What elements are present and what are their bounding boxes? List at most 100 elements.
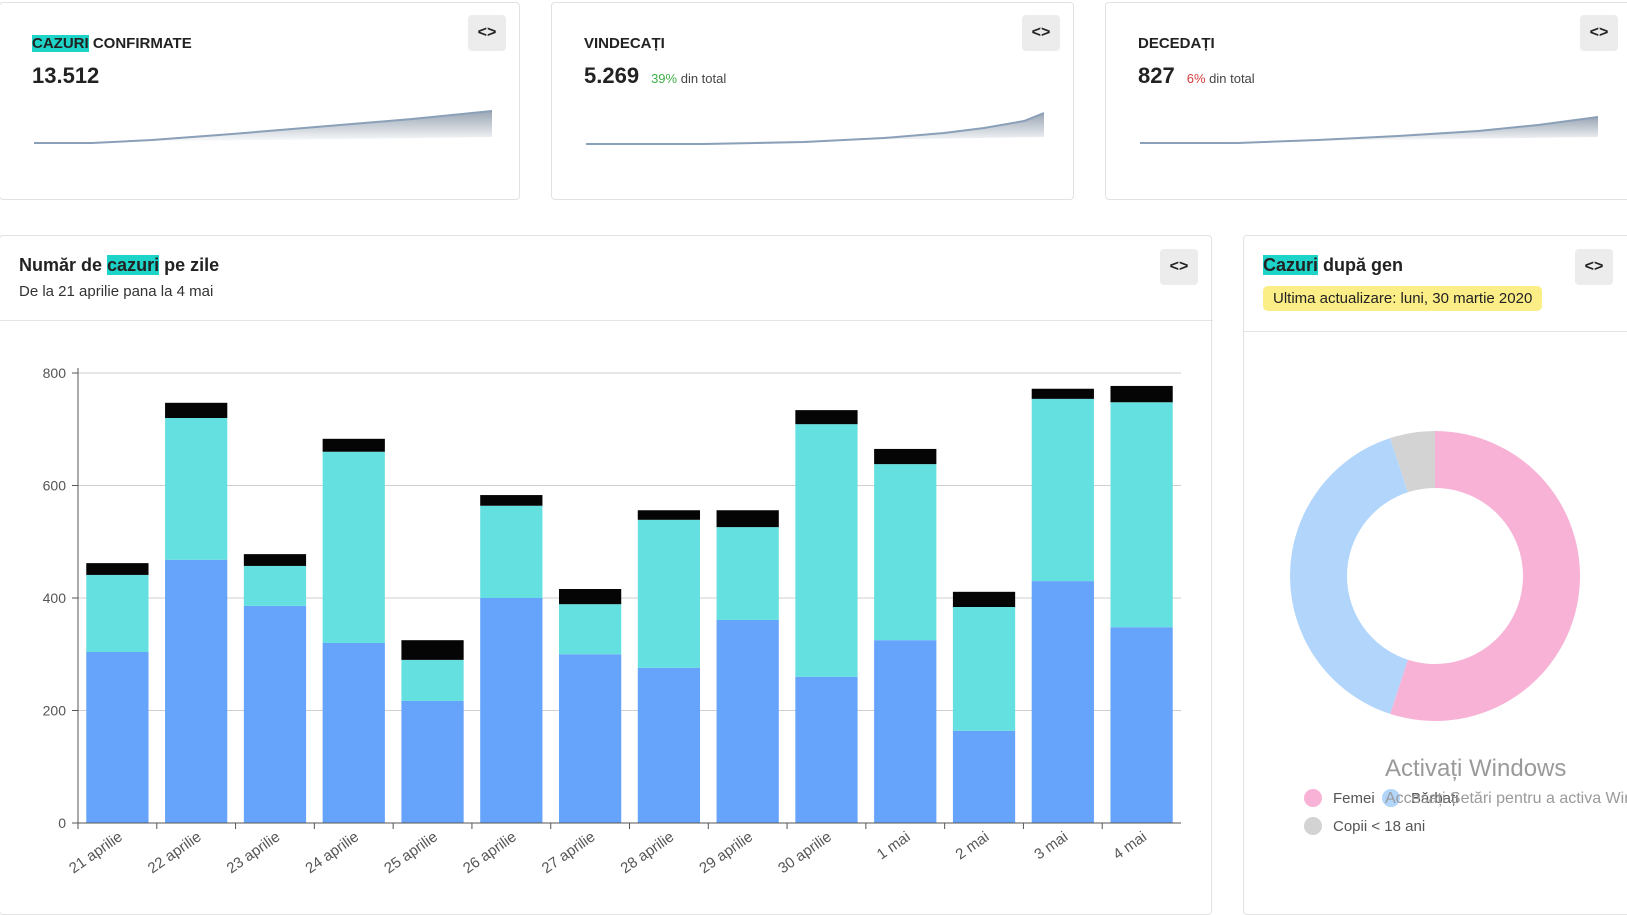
bar-segment	[401, 700, 464, 823]
bar-segment	[322, 438, 385, 452]
bar-segment	[480, 598, 543, 823]
bar-segment	[243, 554, 307, 566]
code-button[interactable]: <>	[1022, 15, 1060, 51]
legend-swatch	[1382, 789, 1400, 807]
x-tick-label: 24 aprilie	[302, 828, 362, 877]
highlight: cazuri	[107, 255, 160, 275]
value: 5.269	[584, 63, 640, 88]
bar-chart: 0 200 400 600 800 21 aprilie 22 aprilie 23 apri…	[43, 365, 1181, 877]
x-tick-label: 28 aprilie	[618, 828, 678, 877]
x-tick-label: 23 aprilie	[224, 828, 284, 877]
update-badge: Ultima actualizare: luni, 30 martie 2020	[1263, 286, 1543, 311]
bar-segment	[558, 589, 622, 605]
share-text: din total	[1209, 71, 1255, 86]
x-tick-label: 1 mai	[874, 828, 914, 863]
share-text: din total	[680, 71, 727, 86]
value: 827	[1138, 63, 1175, 88]
bar-segment	[716, 619, 779, 823]
bar-segment	[401, 659, 464, 701]
label: CONFIRMATE	[92, 35, 192, 52]
bar-segment	[637, 510, 701, 520]
bar-segment	[243, 565, 307, 606]
title-part: după gen	[1323, 255, 1404, 275]
title-part: pe zile	[164, 255, 220, 275]
y-tick-label: 400	[43, 590, 67, 606]
x-tick-label: 2 mai	[953, 828, 993, 863]
label: VINDECAȚI	[584, 35, 665, 52]
sparkline-line	[1140, 116, 1598, 144]
bar-segment	[86, 563, 149, 575]
divider	[1244, 331, 1627, 332]
card: CAZURI CONFIRMATE 13.512 <>	[0, 2, 520, 200]
card-value: 13.512	[32, 63, 99, 89]
share-pct: 6%	[1186, 71, 1206, 86]
watermark-text: Accesați Setări pentru a activa Windows.	[1385, 790, 1627, 807]
bar-segment	[1031, 388, 1094, 399]
x-tick-label: 26 aprilie	[460, 828, 520, 877]
sparkline-area	[1140, 117, 1598, 143]
bar-segment	[165, 418, 228, 560]
legend-label: Copii < 18 ani	[1333, 818, 1425, 835]
bar-segment	[86, 574, 149, 652]
code-button[interactable]: <>	[1580, 15, 1618, 51]
bar-segment	[637, 667, 701, 823]
sparkline	[34, 110, 492, 144]
bar-segment	[1110, 385, 1173, 403]
x-tick-label: 4 mai	[1110, 828, 1150, 863]
bar-segment	[795, 410, 858, 425]
x-tick-label: 27 aprilie	[539, 828, 599, 877]
x-tick-label: 3 mai	[1031, 828, 1071, 863]
bar-segment	[637, 519, 701, 668]
share: 39% din total	[651, 71, 726, 86]
card-value: 5.269 39% din total	[584, 63, 726, 89]
title-part: Număr de	[19, 255, 103, 275]
bar-segment	[1110, 627, 1173, 823]
bar-segment	[558, 604, 622, 655]
highlight: CAZURI	[32, 35, 89, 52]
highlight: Cazuri	[1263, 255, 1319, 275]
bar-segment	[952, 607, 1016, 731]
bar-segment	[874, 640, 937, 823]
bar-segment	[558, 654, 622, 823]
bar-segment	[322, 643, 385, 823]
sparkline-line	[34, 110, 492, 144]
donut-chart: Femei Bărbați Copii < 18 ani	[1290, 431, 1580, 835]
bar-segment	[165, 559, 228, 823]
donut-slice	[1390, 431, 1435, 493]
donut-slice	[1290, 438, 1408, 714]
bar-segment	[716, 527, 779, 620]
x-tick-label: 30 aprilie	[775, 828, 835, 877]
bar-segment	[243, 605, 307, 823]
code-button[interactable]: <>	[1575, 249, 1613, 285]
value: 13.512	[32, 63, 100, 88]
card: VINDECAȚI 5.269 39% din total <>	[551, 2, 1074, 200]
legend-label: Femei	[1333, 790, 1375, 807]
bar-segment	[1031, 398, 1094, 582]
code-button[interactable]: <>	[468, 15, 506, 51]
y-tick-label: 800	[43, 365, 67, 381]
panel-title: Cazuri după gen	[1263, 255, 1403, 276]
label: DECEDAȚI	[1138, 35, 1215, 52]
bar-segment	[874, 464, 937, 641]
sparkline	[1140, 116, 1598, 144]
share: 6% din total	[1187, 71, 1255, 86]
card-label: CAZURI CONFIRMATE	[32, 35, 192, 52]
sparkline-area	[34, 111, 492, 143]
y-tick-label: 200	[43, 703, 67, 719]
sparkline	[586, 112, 1044, 145]
code-button[interactable]: <>	[1160, 249, 1198, 285]
card-label: VINDECAȚI	[584, 35, 665, 52]
bar-segment	[165, 402, 228, 418]
panel-subtitle: De la 21 aprilie pana la 4 mai	[19, 283, 214, 300]
legend-swatch	[1304, 817, 1322, 835]
watermark-title: Activați Windows	[1385, 755, 1567, 782]
bar-segment	[952, 591, 1016, 607]
y-tick-label: 600	[43, 478, 67, 494]
bar-segment	[795, 676, 858, 823]
legend-swatch	[1304, 789, 1322, 807]
card: DECEDAȚI 827 6% din total <>	[1105, 2, 1627, 200]
bar-segment	[86, 652, 149, 823]
bar-segment	[322, 451, 385, 643]
bar-segment	[480, 505, 543, 598]
